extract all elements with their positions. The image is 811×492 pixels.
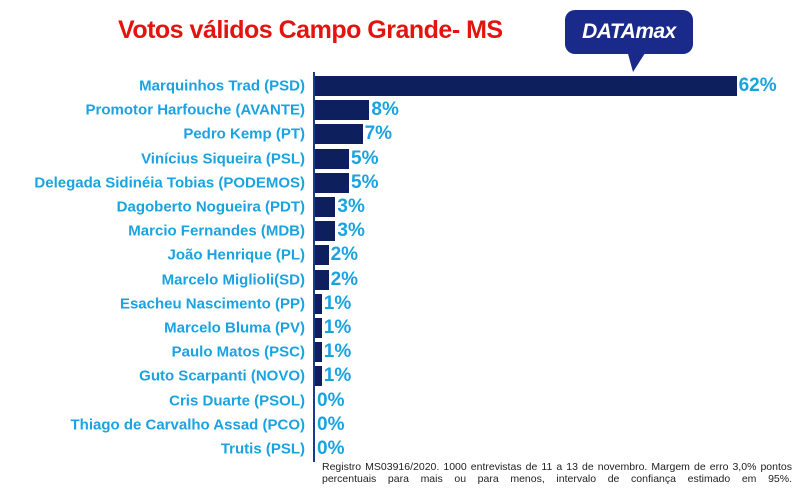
chart-title: Votos válidos Campo Grande- MS (118, 16, 503, 44)
category-label: João Henrique (PL) (167, 246, 305, 264)
bar (315, 197, 336, 217)
category-label: Trutis (PSL) (220, 440, 305, 458)
value-label: 5% (351, 147, 379, 169)
value-label: 0% (317, 438, 345, 459)
bar (315, 76, 737, 96)
bar (315, 269, 329, 290)
value-label: 0% (317, 413, 345, 435)
value-label: 2% (330, 268, 359, 290)
category-label: Paulo Matos (PSC) (171, 343, 305, 361)
category-label: Marcelo Bluma (PV) (164, 319, 305, 337)
value-label: 3% (337, 196, 365, 217)
bar (315, 342, 322, 363)
category-label: Marcelo Miglioli(SD) (161, 271, 305, 289)
bar (315, 148, 349, 169)
value-label: 5% (351, 171, 379, 193)
value-label: 3% (337, 220, 365, 242)
bar (315, 366, 322, 387)
category-label: Delegada Sidinéia Tobias (PODEMOS) (34, 174, 305, 192)
bar (315, 221, 336, 242)
category-label: Guto Scarpanti (NOVO) (139, 367, 305, 385)
methodology-note: Registro MS03916/2020. 1000 entrevistas … (322, 461, 792, 485)
bar (315, 293, 322, 314)
bar (315, 172, 349, 193)
category-label: Cris Duarte (PSOL) (169, 392, 305, 410)
category-label: Esacheu Nascimento (PP) (119, 295, 305, 313)
category-label: Marquinhos Trad (PSD) (139, 77, 305, 95)
category-label: Vinícius Siqueira (PSL) (141, 150, 305, 168)
value-label: 1% (323, 292, 352, 314)
value-label: 0% (317, 389, 345, 411)
bar (315, 245, 329, 266)
value-label: 62% (738, 75, 777, 96)
category-label: Marcio Fernandes (MDB) (128, 222, 305, 240)
value-label: 7% (364, 123, 393, 145)
y-axis-line (313, 72, 315, 462)
category-label: Dagoberto Nogueira (PDT) (116, 198, 305, 216)
bar (315, 318, 322, 338)
value-label: 1% (323, 365, 352, 387)
category-label: Thiago de Carvalho Assad (PCO) (70, 416, 306, 434)
bar (315, 124, 363, 145)
datamax-logo: DATAmax (565, 10, 693, 54)
value-label: 8% (371, 99, 399, 121)
value-label: 2% (330, 244, 359, 266)
logo-speech-tail (627, 50, 647, 72)
category-label: Pedro Kemp (PT) (183, 125, 305, 143)
bar (315, 100, 370, 121)
category-label: Promotor Harfouche (AVANTE) (85, 101, 305, 119)
value-label: 1% (323, 341, 352, 363)
value-label: 1% (323, 317, 352, 338)
